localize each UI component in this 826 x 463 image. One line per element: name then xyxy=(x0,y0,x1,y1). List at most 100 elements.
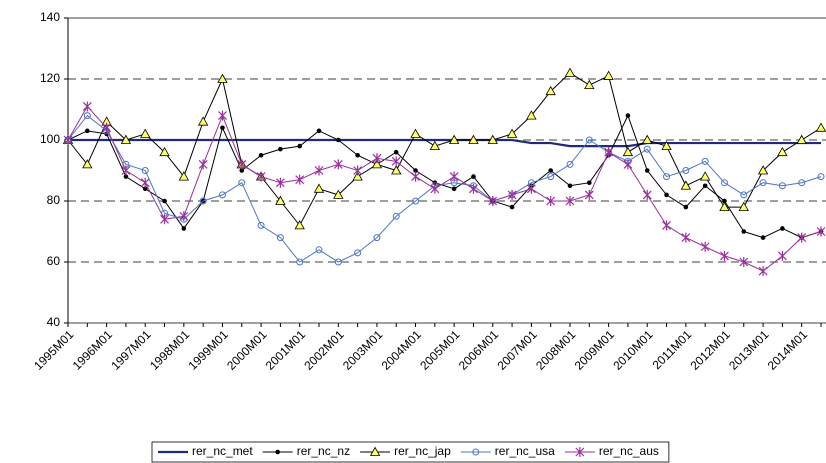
marker xyxy=(780,226,785,231)
x-tick-label: 2008M01 xyxy=(533,327,579,373)
marker xyxy=(411,171,420,182)
marker xyxy=(391,165,402,175)
marker xyxy=(797,232,807,243)
marker xyxy=(429,140,441,150)
marker xyxy=(256,171,266,182)
marker xyxy=(372,153,382,164)
marker xyxy=(738,201,749,211)
series-line xyxy=(67,114,822,263)
marker xyxy=(159,146,170,157)
x-tick-label: 2012M01 xyxy=(688,327,734,373)
x-tick-label: 2004M01 xyxy=(379,327,425,373)
marker xyxy=(85,128,90,134)
marker xyxy=(587,180,592,185)
y-tick-label: 100 xyxy=(40,132,60,146)
marker xyxy=(547,173,555,181)
x-tick-label: 2002M01 xyxy=(301,327,347,373)
x-tick-label: 1999M01 xyxy=(186,327,232,373)
x-tick-label: 1996M01 xyxy=(70,327,116,373)
marker xyxy=(564,67,576,77)
marker xyxy=(373,234,381,242)
marker xyxy=(488,196,498,206)
marker xyxy=(369,446,381,456)
legend-label: rer_nc_nz xyxy=(297,444,350,458)
marker xyxy=(181,226,187,231)
x-tick-label: 2001M01 xyxy=(263,327,309,373)
marker xyxy=(160,214,169,225)
marker xyxy=(275,177,285,188)
x-tick-label: 2010M01 xyxy=(610,327,656,373)
y-tick-label: 60 xyxy=(47,254,61,268)
marker xyxy=(258,152,264,158)
marker xyxy=(604,147,614,158)
marker xyxy=(430,183,440,194)
marker xyxy=(391,156,401,167)
series-line xyxy=(68,138,821,148)
marker xyxy=(469,183,478,194)
marker xyxy=(63,135,73,145)
marker xyxy=(333,159,343,170)
marker xyxy=(178,171,190,181)
marker xyxy=(334,258,342,266)
marker xyxy=(815,122,826,132)
marker xyxy=(449,171,459,182)
marker xyxy=(740,191,748,199)
marker xyxy=(392,212,400,220)
marker xyxy=(682,167,690,174)
marker xyxy=(526,110,537,120)
marker xyxy=(699,171,711,181)
marker xyxy=(220,125,225,131)
legend-label: rer_nc_aus xyxy=(599,444,659,458)
series-line xyxy=(67,72,822,227)
marker xyxy=(567,183,573,189)
x-tick-label: 2006M01 xyxy=(456,327,502,373)
marker xyxy=(412,197,420,205)
x-tick-label: 2007M01 xyxy=(494,327,540,373)
marker xyxy=(585,136,593,144)
y-tick-label: 140 xyxy=(40,10,60,24)
marker xyxy=(623,159,633,170)
marker xyxy=(702,183,708,189)
legend-box xyxy=(151,441,670,463)
marker xyxy=(448,134,460,144)
marker xyxy=(82,159,93,169)
marker xyxy=(575,447,585,457)
x-tick-label: 2009M01 xyxy=(572,327,618,373)
marker xyxy=(352,171,363,181)
y-tick-label: 40 xyxy=(47,315,61,329)
marker xyxy=(410,128,421,138)
marker xyxy=(548,168,553,173)
marker xyxy=(315,246,323,254)
marker xyxy=(662,220,671,231)
marker xyxy=(701,157,709,165)
marker xyxy=(546,196,556,206)
marker xyxy=(297,143,302,149)
x-tick-label: 2013M01 xyxy=(726,327,772,373)
marker xyxy=(82,101,92,112)
marker xyxy=(526,183,536,194)
marker xyxy=(584,189,594,200)
marker xyxy=(275,195,286,205)
x-tick-label: 1997M01 xyxy=(108,327,154,373)
marker xyxy=(661,140,672,150)
marker xyxy=(816,226,826,237)
marker xyxy=(796,134,807,144)
marker xyxy=(123,174,129,179)
marker xyxy=(506,128,518,138)
marker xyxy=(680,180,692,190)
marker xyxy=(217,73,228,83)
marker xyxy=(162,198,167,204)
marker xyxy=(663,173,671,181)
marker xyxy=(296,258,304,266)
marker xyxy=(625,113,631,118)
marker xyxy=(275,449,281,455)
marker xyxy=(371,159,383,169)
marker xyxy=(739,257,749,267)
marker xyxy=(681,232,691,243)
marker xyxy=(798,179,806,187)
marker xyxy=(354,249,362,257)
x-tick-label: 2003M01 xyxy=(340,327,386,373)
marker xyxy=(198,159,208,170)
legend-label: rer_nc_jap xyxy=(394,444,451,458)
marker xyxy=(622,146,634,157)
